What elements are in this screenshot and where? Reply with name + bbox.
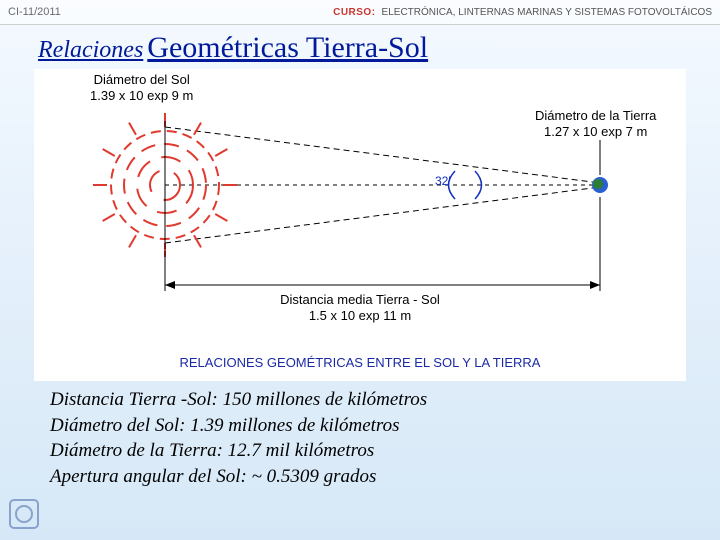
fact-sun-diameter: Diámetro del Sol: 1.39 millones de kilóm… (50, 413, 720, 439)
angle-label: 32' (435, 174, 451, 189)
title-part-1: Relaciones (38, 37, 143, 63)
fact-distance: Distancia Tierra -Sol: 150 millones de k… (50, 387, 720, 413)
title-part-2: Geométricas Tierra-Sol (147, 31, 428, 64)
figure-caption: RELACIONES GEOMÉTRICAS ENTRE EL SOL Y LA… (35, 355, 685, 370)
page-title: Relaciones Geométricas Tierra-Sol (0, 25, 720, 67)
sun-diameter-label: Diámetro del Sol1.39 x 10 exp 9 m (90, 72, 193, 105)
course-label: CURSO: (333, 7, 375, 18)
course-text: ELECTRÓNICA, LINTERNAS MARINAS Y SISTEMA… (382, 7, 712, 18)
facts-block: Distancia Tierra -Sol: 150 millones de k… (0, 381, 720, 490)
fact-angular-aperture: Apertura angular del Sol: ~ 0.5309 grado… (50, 464, 720, 490)
top-bar: CI-11/2011 CURSO: ELECTRÓNICA, LINTERNAS… (0, 0, 720, 25)
diagram-figure: Diámetro del Sol1.39 x 10 exp 9 m Diámet… (34, 69, 686, 381)
university-logo-icon (6, 494, 42, 534)
earth-diameter-label: Diámetro de la Tierra1.27 x 10 exp 7 m (535, 108, 656, 141)
distance-label: Distancia media Tierra - Sol1.5 x 10 exp… (245, 292, 475, 325)
course-code: CI-11/2011 (8, 6, 61, 18)
fact-earth-diameter: Diámetro de la Tierra: 12.7 mil kilómetr… (50, 438, 720, 464)
